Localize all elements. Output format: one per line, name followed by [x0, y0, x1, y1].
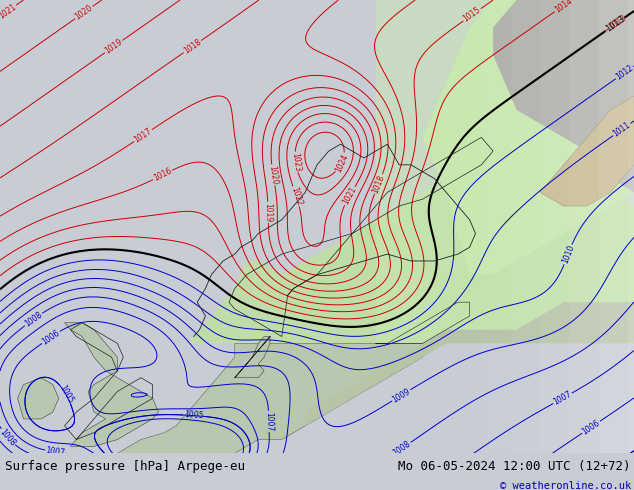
Text: 1007: 1007 — [46, 446, 66, 458]
Polygon shape — [598, 0, 634, 453]
Polygon shape — [575, 0, 634, 192]
Text: 1020: 1020 — [74, 3, 94, 22]
Polygon shape — [540, 0, 634, 453]
Text: Surface pressure [hPa] Arpege-eu: Surface pressure [hPa] Arpege-eu — [5, 460, 245, 473]
Polygon shape — [540, 96, 634, 206]
Text: Mo 06-05-2024 12:00 UTC (12+72): Mo 06-05-2024 12:00 UTC (12+72) — [398, 460, 631, 473]
Text: 1005: 1005 — [57, 384, 74, 405]
Polygon shape — [376, 0, 634, 343]
Text: 1018: 1018 — [371, 173, 386, 195]
Text: 1008: 1008 — [392, 440, 413, 458]
Text: 1010: 1010 — [560, 244, 576, 265]
Text: 1007: 1007 — [264, 412, 273, 431]
Text: 1023: 1023 — [290, 152, 301, 172]
Text: 1019: 1019 — [264, 203, 273, 222]
Polygon shape — [65, 323, 158, 446]
Polygon shape — [18, 378, 59, 419]
Text: 1019: 1019 — [103, 37, 124, 56]
Text: 1016: 1016 — [152, 167, 173, 183]
Text: 1018: 1018 — [182, 37, 203, 56]
Text: 1024: 1024 — [333, 152, 350, 173]
Text: 1013: 1013 — [607, 14, 628, 32]
Text: © weatheronline.co.uk: © weatheronline.co.uk — [500, 481, 631, 490]
Text: 1022: 1022 — [289, 186, 304, 207]
Text: 1006: 1006 — [581, 418, 602, 436]
Text: 1013: 1013 — [604, 15, 626, 34]
Text: 1015: 1015 — [462, 5, 482, 24]
Polygon shape — [235, 337, 270, 378]
Polygon shape — [423, 0, 634, 275]
Text: 1021: 1021 — [341, 185, 358, 206]
Polygon shape — [569, 0, 634, 453]
Text: 1005: 1005 — [184, 411, 204, 421]
Text: 1007: 1007 — [552, 390, 573, 407]
Text: 1021: 1021 — [0, 2, 18, 21]
Text: 1017: 1017 — [133, 126, 153, 145]
Polygon shape — [117, 343, 434, 460]
Text: 1011: 1011 — [611, 121, 632, 139]
Text: 1006: 1006 — [41, 328, 61, 346]
Polygon shape — [188, 137, 634, 343]
Text: 1012: 1012 — [614, 63, 634, 82]
Text: 1014: 1014 — [553, 0, 574, 15]
Polygon shape — [493, 0, 634, 165]
Polygon shape — [628, 0, 634, 453]
Text: 1008: 1008 — [0, 427, 17, 447]
Text: 1009: 1009 — [391, 387, 412, 404]
Text: 1008: 1008 — [23, 310, 44, 329]
Polygon shape — [305, 302, 634, 426]
Text: 1020: 1020 — [267, 165, 279, 185]
